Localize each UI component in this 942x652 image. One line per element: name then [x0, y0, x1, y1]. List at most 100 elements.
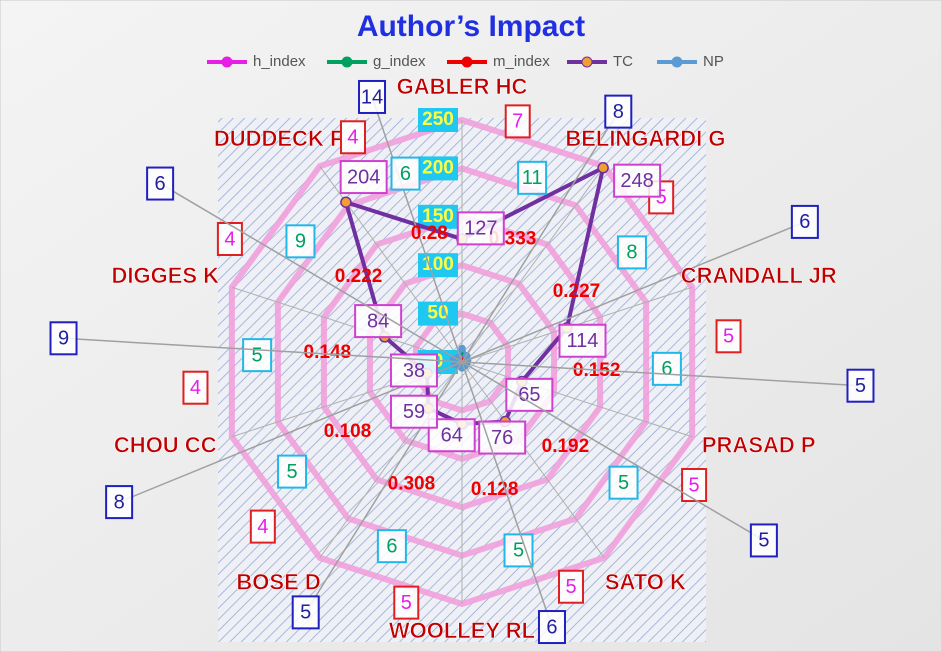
np-label-box	[49, 321, 78, 356]
legend-item: TC	[567, 53, 633, 70]
tick-label-box	[418, 156, 458, 181]
category-label: BOSE D	[236, 569, 320, 594]
category-label: WOOLLEY RL	[389, 618, 535, 643]
category-label: CRANDALL JR	[681, 263, 837, 288]
category-label: DIGGES K	[111, 263, 219, 288]
legend-label: g_index	[373, 53, 426, 70]
np-label-text: 6	[155, 173, 166, 195]
np-label: 5	[749, 523, 778, 558]
np-label-text: 6	[546, 616, 557, 638]
tc-label: 59	[389, 394, 438, 429]
h-label-text: 4	[190, 377, 201, 399]
series-marker	[340, 196, 352, 208]
g-label-text: 9	[295, 231, 306, 253]
np-label: 8	[604, 94, 633, 129]
np-label: 5	[846, 368, 875, 403]
h-label-text: 5	[565, 576, 576, 598]
h-label-box	[715, 319, 742, 354]
m-label: 0.227	[553, 281, 601, 302]
tc-label-text: 59	[403, 401, 425, 423]
g-label-box	[651, 351, 682, 386]
h-label-box	[182, 370, 209, 405]
tc-label-box	[389, 394, 438, 429]
g-label-text: 5	[252, 344, 263, 366]
leader-line	[461, 221, 806, 363]
tc-label-box	[354, 304, 403, 339]
g-label-box	[242, 338, 273, 373]
h-label-text: 4	[224, 228, 235, 250]
np-label-text: 5	[300, 602, 311, 624]
np-label-box	[749, 523, 778, 558]
h-label: 4	[339, 120, 366, 155]
tc-label-box	[505, 377, 554, 412]
np-label: 9	[49, 321, 78, 356]
legend-label: m_index	[493, 53, 550, 70]
tc-label-box	[456, 211, 505, 246]
g-label-text: 8	[626, 242, 637, 264]
leader-line	[461, 361, 861, 387]
np-label-box	[537, 610, 566, 645]
np-label-text: 6	[799, 211, 810, 233]
tc-label-text: 204	[347, 166, 380, 188]
legend-marker	[461, 56, 473, 68]
m-label: 0.28	[411, 223, 448, 244]
tc-label: 204	[339, 160, 388, 195]
category-label: BELINGARDI G	[565, 126, 725, 151]
tc-label: 76	[478, 420, 527, 455]
g-label-box	[390, 156, 421, 191]
g-label-box	[376, 529, 407, 564]
tc-label: 65	[505, 377, 554, 412]
g-label: 6	[376, 529, 407, 564]
legend-label: TC	[613, 53, 633, 70]
np-label-box	[358, 79, 387, 114]
np-label-box	[846, 368, 875, 403]
spoke	[461, 165, 605, 363]
np-label-box	[790, 204, 819, 239]
g-label-text: 6	[386, 535, 397, 557]
r-tick-label: 200	[422, 157, 454, 178]
tick-label-box	[418, 301, 458, 326]
tc-label: 127	[456, 211, 505, 246]
tc-label-text: 84	[367, 310, 389, 332]
g-label: 5	[242, 338, 273, 373]
tick-label-box	[418, 253, 458, 278]
g-label: 5	[608, 465, 639, 500]
h-label: 5	[715, 319, 742, 354]
h-label-text: 4	[257, 516, 268, 538]
np-label-box	[105, 485, 134, 520]
legend-marker	[221, 56, 233, 68]
legend-item: h_index	[207, 53, 306, 70]
h-label: 5	[393, 585, 420, 620]
legend-marker	[671, 56, 683, 68]
r-tick-label: 150	[422, 206, 454, 227]
h-label-box	[558, 569, 585, 604]
tc-label-text: 127	[464, 218, 497, 240]
tc-label-text: 38	[403, 360, 425, 382]
tc-label: 248	[613, 163, 662, 198]
np-label: 6	[146, 166, 175, 201]
tc-label-box	[339, 160, 388, 195]
g-label-text: 6	[400, 163, 411, 185]
h-label-box	[339, 120, 366, 155]
np-label-box	[146, 166, 175, 201]
h-label-box	[249, 509, 276, 544]
h-label-box	[504, 104, 531, 139]
series-marker	[458, 344, 466, 353]
g-label-box	[277, 454, 308, 489]
np-label-text: 5	[758, 530, 769, 552]
np-label: 14	[358, 79, 387, 114]
np-label-text: 8	[114, 491, 125, 513]
leader-line	[461, 111, 619, 363]
tc-label-text: 114	[567, 330, 599, 352]
g-label-box	[285, 224, 316, 259]
h-label: 4	[216, 222, 243, 256]
h-label-text: 7	[512, 111, 523, 133]
g-label-box	[517, 160, 548, 195]
g-label-text: 6	[661, 358, 672, 380]
legend-item: NP	[657, 53, 724, 70]
tc-label-box	[613, 163, 662, 198]
chart-title: Author’s Impact	[357, 10, 585, 43]
g-label-text: 5	[618, 472, 629, 494]
category-label: GABLER HC	[397, 74, 528, 99]
